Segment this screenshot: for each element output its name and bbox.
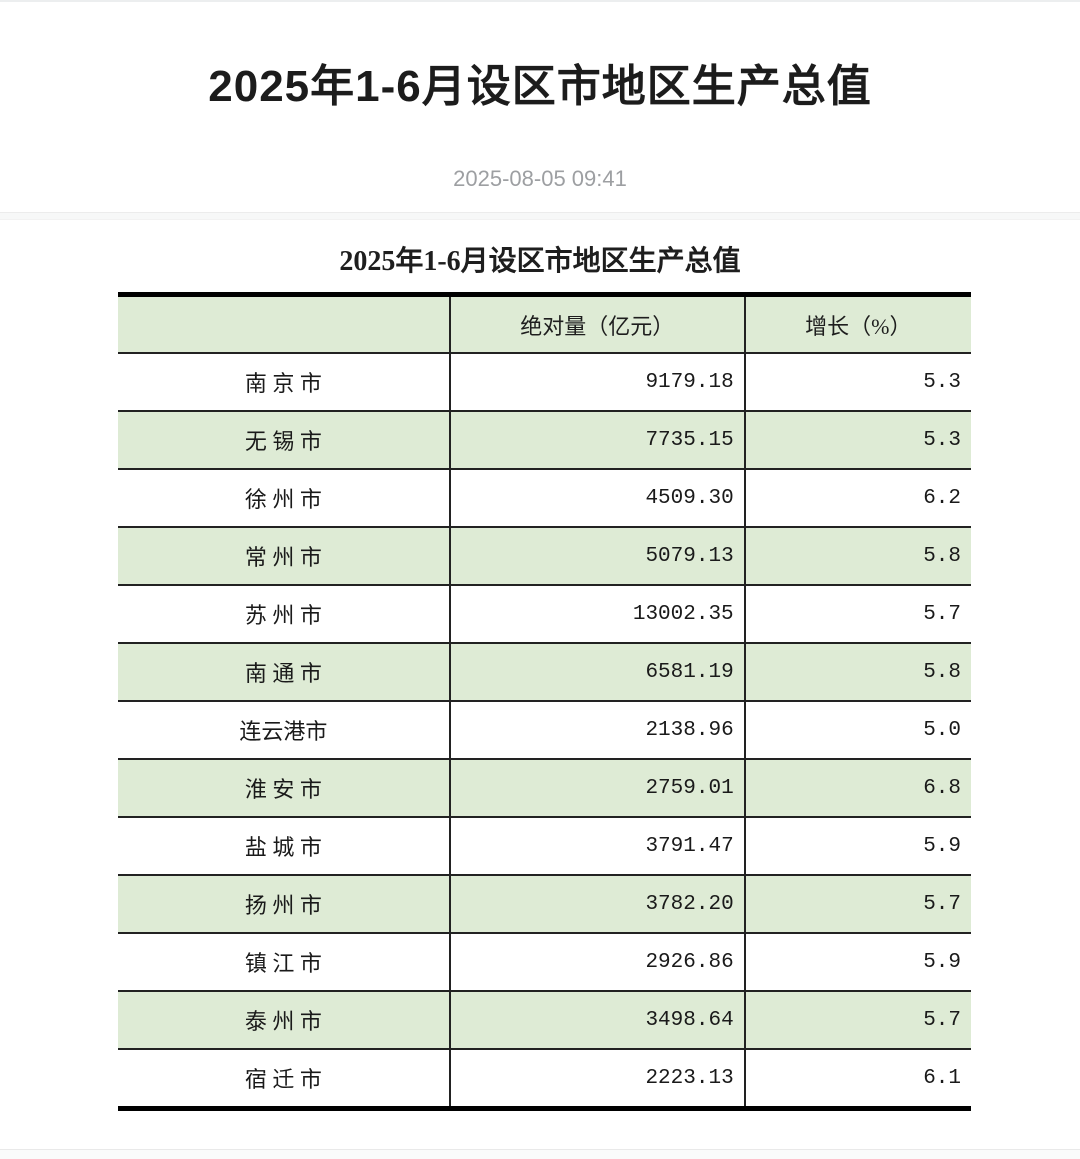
table-row: 宿 迁 市 2223.13 6.1 bbox=[118, 1049, 971, 1109]
page-title: 2025年1-6月设区市地区生产总值 bbox=[208, 62, 872, 111]
growth-rate-cell: 5.9 bbox=[923, 834, 961, 858]
table-row: 无 锡 市 7735.15 5.3 bbox=[118, 411, 971, 469]
growth-rate-cell: 5.3 bbox=[923, 428, 961, 452]
table-row: 苏 州 市 13002.35 5.7 bbox=[118, 585, 971, 643]
absolute-amount-cell: 13002.35 bbox=[449, 585, 746, 643]
page-footer bbox=[0, 1149, 1080, 1159]
table-row: 镇 江 市 2926.86 5.9 bbox=[118, 933, 971, 991]
absolute-amount-cell: 9179.18 bbox=[449, 353, 746, 411]
table-row: 泰 州 市 3498.64 5.7 bbox=[118, 991, 971, 1049]
growth-rate-cell: 5.3 bbox=[923, 370, 961, 394]
city-name-cell: 宿 迁 市 bbox=[118, 1049, 451, 1109]
section-divider bbox=[0, 212, 1080, 220]
absolute-amount-cell: 2138.96 bbox=[449, 701, 746, 759]
city-name-cell: 无 锡 市 bbox=[118, 411, 451, 469]
growth-rate-cell: 5.7 bbox=[923, 1008, 961, 1032]
gdp-table: 绝对量（亿元） 增长（%） 南 京 市 9179.18 5.3 无 锡 市 7735.1… bbox=[118, 292, 971, 1111]
column-header-absolute-amount: 绝对量（亿元） bbox=[449, 294, 746, 353]
growth-rate-cell: 6.8 bbox=[923, 776, 961, 800]
table-row: 南 通 市 6581.19 5.8 bbox=[118, 643, 971, 701]
table-header-row: 绝对量（亿元） 增长（%） bbox=[118, 294, 971, 353]
city-name-cell: 苏 州 市 bbox=[118, 585, 451, 643]
city-name-cell: 镇 江 市 bbox=[118, 933, 451, 991]
growth-rate-cell: 5.8 bbox=[923, 544, 961, 568]
absolute-amount-cell: 2223.13 bbox=[449, 1049, 746, 1109]
article-header: 2025年1-6月设区市地区生产总值 2025-08-05 09:41 bbox=[0, 60, 1080, 192]
article-body: 2025年1-6月设区市地区生产总值 绝对量（亿元） 增长（%） 南 京 市 91… bbox=[0, 246, 1080, 1111]
growth-rate-cell: 5.8 bbox=[923, 660, 961, 684]
growth-rate-cell: 5.9 bbox=[923, 950, 961, 974]
growth-rate-cell: 5.7 bbox=[923, 602, 961, 626]
growth-rate-cell: 6.2 bbox=[923, 486, 961, 510]
table-row: 徐 州 市 4509.30 6.2 bbox=[118, 469, 971, 527]
city-name-cell: 南 京 市 bbox=[118, 353, 451, 411]
absolute-amount-cell: 2926.86 bbox=[449, 933, 746, 991]
table-row: 盐 城 市 3791.47 5.9 bbox=[118, 817, 971, 875]
table-body: 南 京 市 9179.18 5.3 无 锡 市 7735.15 5.3 徐 州 市 4509.… bbox=[118, 353, 971, 1109]
city-name-cell: 淮 安 市 bbox=[118, 759, 451, 817]
table-row: 常 州 市 5079.13 5.8 bbox=[118, 527, 971, 585]
city-name-cell: 连云港市 bbox=[118, 701, 451, 759]
absolute-amount-cell: 5079.13 bbox=[449, 527, 746, 585]
table-row: 淮 安 市 2759.01 6.8 bbox=[118, 759, 971, 817]
absolute-amount-cell: 6581.19 bbox=[449, 643, 746, 701]
table-row: 南 京 市 9179.18 5.3 bbox=[118, 353, 971, 411]
table-row: 连云港市 2138.96 5.0 bbox=[118, 701, 971, 759]
city-name-cell: 常 州 市 bbox=[118, 527, 451, 585]
absolute-amount-cell: 3498.64 bbox=[449, 991, 746, 1049]
growth-rate-cell: 5.7 bbox=[923, 892, 961, 916]
city-name-cell: 南 通 市 bbox=[118, 643, 451, 701]
table-row: 扬 州 市 3782.20 5.7 bbox=[118, 875, 971, 933]
absolute-amount-cell: 3791.47 bbox=[449, 817, 746, 875]
city-name-cell: 扬 州 市 bbox=[118, 875, 451, 933]
column-header-growth: 增长（%） bbox=[805, 313, 912, 339]
absolute-amount-cell: 4509.30 bbox=[449, 469, 746, 527]
growth-rate-cell: 6.1 bbox=[923, 1066, 961, 1090]
column-header-city bbox=[118, 294, 451, 353]
publish-date: 2025-08-05 09:41 bbox=[453, 166, 627, 191]
city-name-cell: 盐 城 市 bbox=[118, 817, 451, 875]
growth-rate-cell: 5.0 bbox=[923, 718, 961, 742]
city-name-cell: 泰 州 市 bbox=[118, 991, 451, 1049]
absolute-amount-cell: 2759.01 bbox=[449, 759, 746, 817]
top-divider-strip bbox=[0, 0, 1080, 2]
absolute-amount-cell: 3782.20 bbox=[449, 875, 746, 933]
table-title: 2025年1-6月设区市地区生产总值 bbox=[339, 246, 741, 277]
city-name-cell: 徐 州 市 bbox=[118, 469, 451, 527]
absolute-amount-cell: 7735.15 bbox=[449, 411, 746, 469]
